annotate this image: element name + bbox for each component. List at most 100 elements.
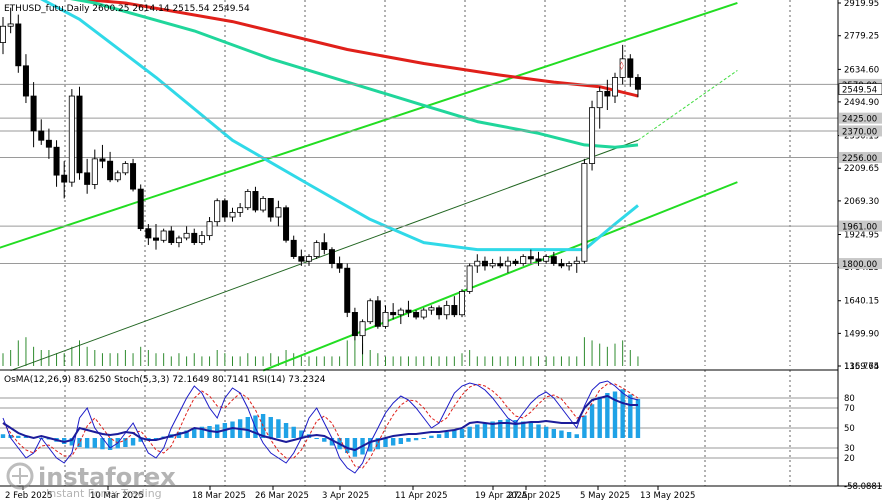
candle-body bbox=[413, 312, 420, 318]
candle bbox=[497, 256, 504, 269]
price-tag-label: 1800.00 bbox=[842, 260, 877, 270]
trend-channel-line bbox=[262, 181, 738, 372]
candle bbox=[175, 235, 182, 248]
moving-average-line bbox=[40, 0, 639, 252]
candle bbox=[168, 226, 175, 245]
osma-bar bbox=[107, 438, 113, 450]
candle bbox=[191, 228, 198, 245]
osma-bar bbox=[0, 434, 6, 438]
candle-body bbox=[145, 228, 152, 239]
candle bbox=[15, 14, 22, 73]
candle bbox=[451, 296, 458, 318]
osma-bar bbox=[138, 438, 143, 442]
candle-body bbox=[321, 242, 328, 250]
candle-body bbox=[168, 230, 175, 244]
candle bbox=[145, 224, 152, 245]
candle-body bbox=[198, 235, 205, 244]
indicator-tick-label: 80 bbox=[844, 394, 855, 404]
time-tick-label: 27 Apr 2025 bbox=[508, 491, 561, 501]
candle-body bbox=[359, 321, 366, 337]
osma-bar bbox=[536, 424, 541, 438]
candle-body bbox=[107, 160, 114, 181]
candle-body bbox=[237, 207, 244, 213]
candle-body bbox=[428, 307, 435, 311]
price-tick-label: 1499.90 bbox=[844, 329, 879, 339]
candle-body bbox=[328, 249, 335, 264]
osma-bar bbox=[146, 438, 151, 440]
candle-body bbox=[122, 163, 129, 174]
candle bbox=[38, 119, 45, 145]
candle-body bbox=[229, 211, 236, 218]
candle bbox=[367, 298, 374, 325]
candle-body bbox=[15, 23, 22, 67]
candle-body bbox=[305, 256, 312, 262]
candle bbox=[558, 258, 565, 269]
price-tag-box bbox=[839, 220, 882, 232]
price-tick-label: 2919.95 bbox=[844, 0, 879, 9]
candle-body bbox=[474, 260, 481, 267]
candle-body bbox=[604, 90, 611, 97]
candle-body bbox=[214, 200, 221, 223]
candle bbox=[298, 249, 305, 266]
candle bbox=[520, 254, 527, 266]
candle bbox=[328, 247, 335, 269]
candle-body bbox=[466, 265, 473, 292]
candle bbox=[7, 7, 14, 34]
candle-body bbox=[53, 146, 60, 176]
candle bbox=[474, 254, 481, 273]
price-tag-box bbox=[839, 151, 882, 163]
candle bbox=[566, 261, 573, 271]
candle bbox=[535, 251, 542, 266]
candle bbox=[130, 158, 137, 192]
osma-bar bbox=[153, 438, 159, 439]
candle bbox=[581, 158, 588, 264]
level-lines bbox=[0, 83, 838, 265]
osma-bar bbox=[459, 429, 465, 438]
time-tick-label: 18 Mar 2025 bbox=[192, 491, 246, 501]
candle-body bbox=[390, 312, 397, 316]
candle-body bbox=[566, 263, 573, 267]
candle-body bbox=[367, 300, 374, 323]
candle bbox=[84, 158, 91, 194]
price-tick-label: 2209.65 bbox=[844, 164, 879, 174]
candle-body bbox=[76, 95, 83, 174]
candle-body bbox=[160, 230, 167, 241]
candle-body bbox=[244, 191, 251, 209]
candle-body bbox=[489, 263, 496, 267]
candle-body bbox=[451, 305, 458, 316]
candle bbox=[244, 189, 251, 211]
instrument-info: ETHUSD_futu,Daily 2600.25 2614.14 2515.5… bbox=[4, 4, 250, 14]
candle-body bbox=[589, 107, 596, 164]
candle bbox=[152, 224, 159, 250]
candle-body bbox=[30, 95, 37, 132]
candle-body bbox=[152, 237, 159, 241]
indicator-tick-label: 20 bbox=[844, 454, 855, 464]
candle bbox=[61, 161, 68, 199]
candle bbox=[405, 300, 412, 318]
candle-body bbox=[504, 260, 511, 267]
candle bbox=[321, 233, 328, 255]
candle bbox=[283, 205, 290, 243]
candle bbox=[596, 86, 603, 129]
candle bbox=[99, 144, 106, 169]
instaforex-logo: instaforex Instant Forex Trading bbox=[6, 462, 176, 500]
candle-body bbox=[206, 221, 213, 237]
osma-bar bbox=[559, 430, 564, 438]
osma-bar bbox=[482, 423, 488, 438]
osma-bar bbox=[283, 423, 289, 438]
candle-body bbox=[114, 172, 121, 181]
osma-bar bbox=[199, 426, 205, 438]
osma-bar bbox=[390, 438, 396, 446]
candle bbox=[481, 256, 488, 271]
osma-bar bbox=[383, 438, 388, 447]
osma-bar bbox=[452, 430, 457, 438]
candle-body bbox=[512, 260, 519, 264]
candle-body bbox=[61, 174, 68, 183]
osma-bar bbox=[77, 438, 82, 447]
candle-body bbox=[45, 139, 52, 148]
candle-body bbox=[137, 188, 144, 230]
candle-body bbox=[436, 307, 443, 316]
osma-bar bbox=[551, 429, 556, 438]
